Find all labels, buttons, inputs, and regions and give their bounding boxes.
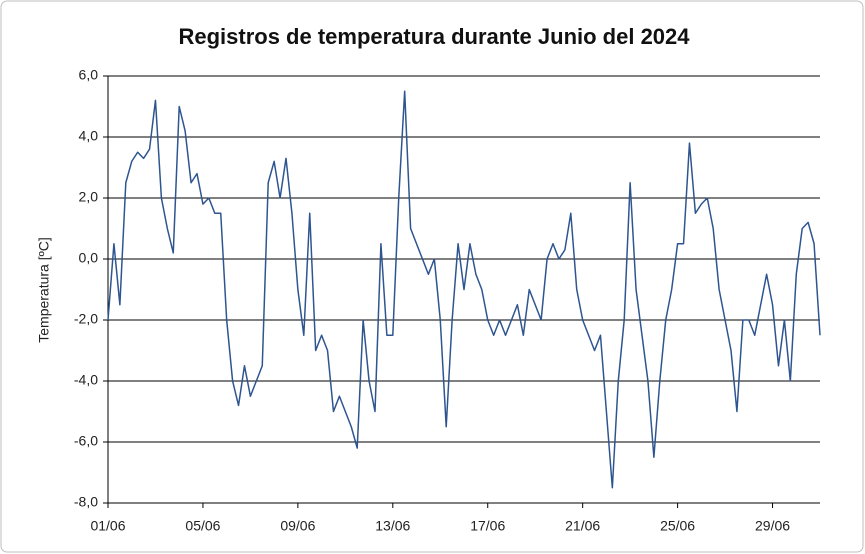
x-tick-label: 21/06 [565,518,600,534]
y-axis-label: Temperatura [ºC] [36,237,52,343]
x-tick-label: 09/06 [280,518,315,534]
y-tick-label: 4,0 [79,128,99,144]
y-tick-label: 0,0 [79,250,99,266]
y-tick-label: 2,0 [79,189,99,205]
y-tick-label: -8,0 [74,494,98,510]
y-tick-label: -4,0 [74,372,98,388]
chart-title: Registros de temperatura durante Junio d… [178,24,690,49]
x-tick-label: 05/06 [185,518,220,534]
y-tick-label: -2,0 [74,311,98,327]
temperature-line [107,90,821,489]
y-tick-label: 6,0 [79,67,99,83]
x-tick-label: 01/06 [90,518,125,534]
x-tick-label: 17/06 [470,518,505,534]
y-tick-label: -6,0 [74,433,98,449]
x-tick-label: 25/06 [660,518,695,534]
x-tick-label: 13/06 [375,518,410,534]
x-tick-label: 29/06 [755,518,790,534]
